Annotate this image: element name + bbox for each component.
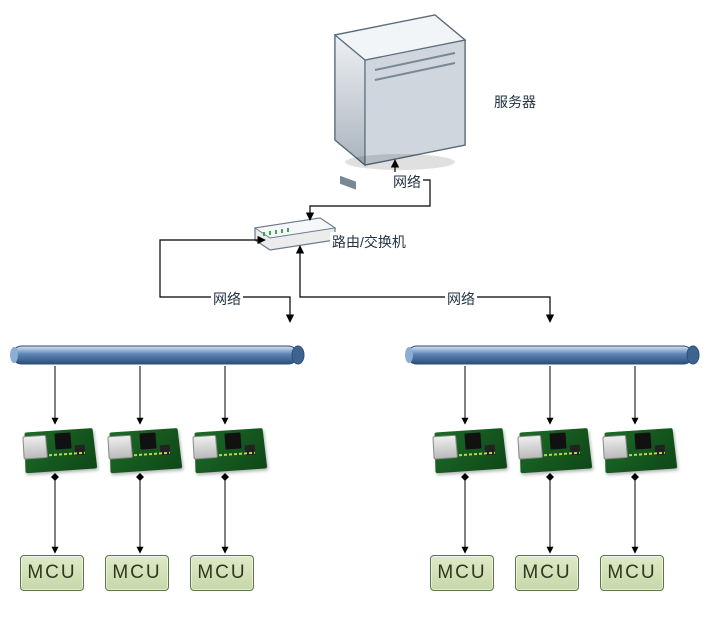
module-board-left-2	[195, 425, 265, 475]
edge-switch-left	[160, 240, 290, 322]
module-board-right-0	[435, 425, 505, 475]
module-board-right-1	[520, 425, 590, 475]
mcu-box-left-2: MCU	[190, 555, 254, 591]
label-net-top: 网络	[391, 172, 423, 192]
switch-icon	[255, 218, 335, 250]
pipe-left	[10, 346, 304, 364]
module-board-right-2	[605, 425, 675, 475]
mcu-box-right-1: MCU	[515, 555, 579, 591]
module-board-left-1	[110, 425, 180, 475]
label-net-right: 网络	[445, 289, 477, 309]
mcu-box-left-0: MCU	[20, 555, 84, 591]
label-router: 路由/交换机	[330, 232, 408, 252]
diagram-svg	[0, 0, 717, 629]
module-board-left-0	[25, 425, 95, 475]
label-net-left: 网络	[211, 289, 243, 309]
label-server: 服务器	[492, 92, 538, 112]
diagram-canvas: 服务器 路由/交换机 网络 网络 网络 MCU MCU MCU MCU MCU MCU	[0, 0, 717, 629]
server-icon	[335, 15, 465, 190]
pipe-right	[405, 346, 699, 364]
mcu-box-left-1: MCU	[105, 555, 169, 591]
mcu-box-right-2: MCU	[600, 555, 664, 591]
mcu-box-right-0: MCU	[430, 555, 494, 591]
edge-switch-right	[300, 246, 550, 322]
